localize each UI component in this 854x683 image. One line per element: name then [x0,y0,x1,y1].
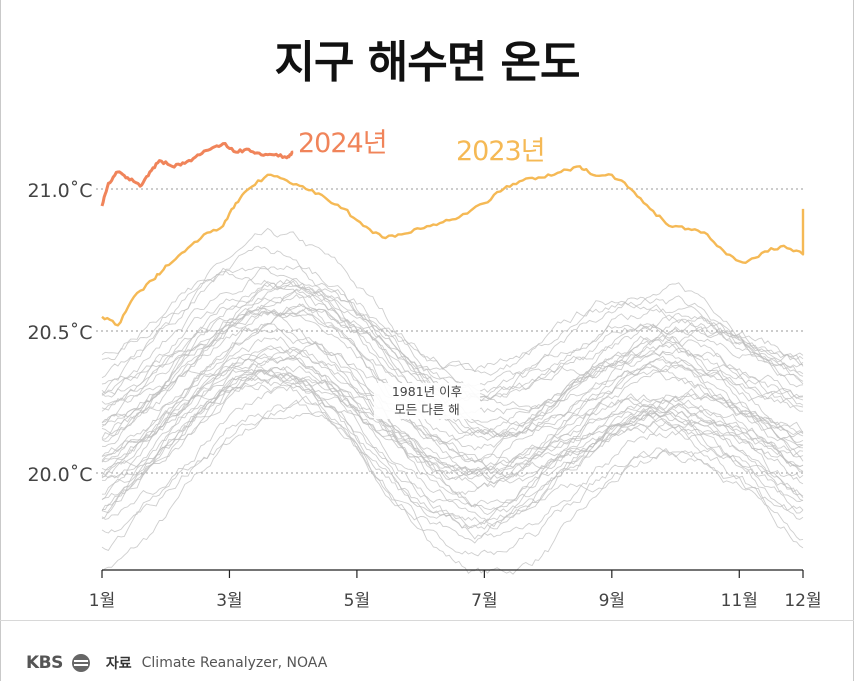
background-series-line [101,384,804,530]
highlight-series: 2024년 2023년 [100,128,805,327]
background-series-line [101,271,804,372]
x-tick-label: 1월 [89,591,115,611]
background-series-line [101,374,804,528]
chart: 21.0˚C 20.5˚C 20.0˚C 2024년 2023년 1월 3월 5월 7월 9월… [27,128,822,611]
background-series-line [101,353,804,480]
background-series-line [101,340,804,478]
background-series-line [101,308,803,439]
background-series-line [101,365,804,479]
annotation-line: 1981년 이후 [391,384,463,399]
x-tick-label: 11월 [721,591,758,611]
background-series-line [101,399,804,557]
source-label: 자료 [105,656,132,672]
background-series-line [101,395,804,520]
kbs-logo: KBS [26,653,63,673]
background-series-line [101,353,804,490]
series-line-2023년 [101,165,805,327]
background-series-line [101,326,804,470]
x-tick-label: 5월 [344,591,370,611]
y-tick-label: 20.0˚C [27,464,92,486]
footer: KBS 자료 Climate Reanalyzer, NOAA [26,652,327,674]
background-series-line [101,412,804,575]
y-tick-label: 20.5˚C [27,322,92,344]
footer-divider [0,620,854,621]
series-line-2024년 [100,142,294,207]
annotation-line: 모든 다른 해 [394,402,460,417]
y-tick-label: 21.0˚C [27,180,92,202]
x-tick-label: 9월 [599,591,625,611]
series-label-2024년: 2024년 [298,128,387,159]
background-series-line [101,289,804,396]
kbs-logo-icon [71,654,90,672]
x-tick-label: 3월 [216,591,242,611]
grid-lines [96,188,803,474]
y-axis-labels: 21.0˚C 20.5˚C 20.0˚C [27,180,92,486]
background-series [101,227,804,575]
background-series-line [101,281,804,387]
background-series-line [101,370,804,485]
x-tick-label: 12월 [784,591,821,611]
background-series-line [101,346,804,516]
x-axis: 1월 3월 5월 7월 9월 11월 12월 [89,569,822,611]
source-text: Climate Reanalyzer, NOAA [141,655,328,671]
series-label-2023년: 2023년 [456,136,545,167]
background-series-line [101,345,804,463]
chart-title: 지구 해수면 온도 [274,37,581,88]
background-series-line [101,363,804,544]
background-series-line [101,372,804,522]
background-series-line [101,322,804,451]
x-tick-label: 7월 [471,591,497,611]
background-series-line [101,382,804,540]
background-series-line [101,227,804,376]
